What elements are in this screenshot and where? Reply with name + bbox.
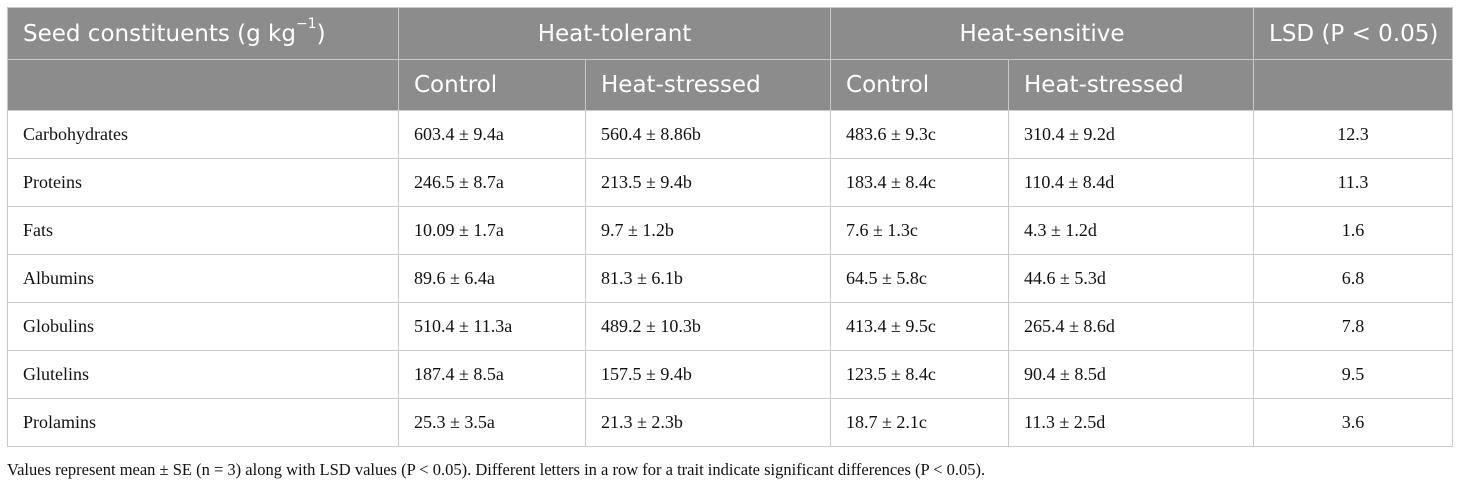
row-label-exponent: −1 (295, 15, 317, 32)
value-cell: 310.4 ± 9.2d (1008, 110, 1255, 159)
value-cell: 64.5 ± 5.8c (830, 254, 1010, 303)
lsd-header: LSD (P < 0.05) (1253, 7, 1454, 60)
value-cell: 4.3 ± 1.2d (1008, 206, 1255, 255)
value-cell: 213.5 ± 9.4b (584, 158, 832, 207)
table-row: Albumins 89.6 ± 6.4a 81.3 ± 6.1b 64.5 ± … (7, 254, 1454, 303)
lsd-header-blank (1253, 59, 1454, 111)
group-header-heat-tolerant: Heat-tolerant (397, 7, 832, 60)
table-row: Carbohydrates 603.4 ± 9.4a 560.4 ± 8.86b… (7, 110, 1454, 159)
value-cell: 413.4 ± 9.5c (830, 302, 1010, 351)
seed-constituents-table: Seed constituents (g kg−1) Heat-tolerant… (7, 7, 1454, 447)
value-cell: 483.6 ± 9.3c (830, 110, 1010, 159)
value-cell: 123.5 ± 8.4c (830, 350, 1010, 399)
row-label-tail: ) (316, 20, 326, 47)
constituent-name: Proteins (7, 158, 399, 207)
table-footnote: Values represent mean ± SE (n = 3) along… (7, 460, 986, 479)
value-cell: 10.09 ± 1.7a (398, 206, 586, 255)
value-cell: 90.4 ± 8.5d (1008, 350, 1255, 399)
value-cell: 187.4 ± 8.5a (398, 350, 586, 399)
value-cell: 560.4 ± 8.86b (584, 110, 832, 159)
value-cell: 44.6 ± 5.3d (1008, 254, 1255, 303)
row-label-text: Seed constituents (g kg (23, 20, 296, 47)
value-cell: 25.3 ± 3.5a (398, 398, 586, 447)
value-cell: 18.7 ± 2.1c (830, 398, 1010, 447)
subheader-stressed-sensitive: Heat-stressed (1008, 59, 1255, 111)
row-label-header-blank (7, 59, 399, 111)
constituent-name: Prolamins (7, 398, 399, 447)
row-label-header: Seed constituents (g kg−1) (7, 7, 399, 60)
value-cell: 89.6 ± 6.4a (398, 254, 586, 303)
lsd-cell: 1.6 (1253, 206, 1454, 255)
subheader-stressed-tolerant: Heat-stressed (584, 59, 832, 111)
group-header-heat-sensitive: Heat-sensitive (830, 7, 1255, 60)
table-row: Glutelins 187.4 ± 8.5a 157.5 ± 9.4b 123.… (7, 350, 1454, 399)
value-cell: 183.4 ± 8.4c (830, 158, 1010, 207)
lsd-cell: 9.5 (1253, 350, 1454, 399)
table-header: Seed constituents (g kg−1) Heat-tolerant… (7, 7, 1454, 111)
data-table-container: Seed constituents (g kg−1) Heat-tolerant… (7, 7, 1454, 447)
lsd-cell: 12.3 (1253, 110, 1454, 159)
value-cell: 110.4 ± 8.4d (1008, 158, 1255, 207)
constituent-name: Carbohydrates (7, 110, 399, 159)
lsd-cell: 6.8 (1253, 254, 1454, 303)
constituent-name: Glutelins (7, 350, 399, 399)
value-cell: 246.5 ± 8.7a (398, 158, 586, 207)
constituent-name: Globulins (7, 302, 399, 351)
value-cell: 489.2 ± 10.3b (584, 302, 832, 351)
subheader-control-sensitive: Control (830, 59, 1010, 111)
value-cell: 81.3 ± 6.1b (584, 254, 832, 303)
value-cell: 21.3 ± 2.3b (584, 398, 832, 447)
value-cell: 7.6 ± 1.3c (830, 206, 1010, 255)
table-row: Prolamins 25.3 ± 3.5a 21.3 ± 2.3b 18.7 ±… (7, 398, 1454, 447)
lsd-cell: 11.3 (1253, 158, 1454, 207)
lsd-cell: 7.8 (1253, 302, 1454, 351)
value-cell: 510.4 ± 11.3a (398, 302, 586, 351)
table-body: Carbohydrates 603.4 ± 9.4a 560.4 ± 8.86b… (7, 110, 1454, 447)
subheader-control-tolerant: Control (398, 59, 586, 111)
value-cell: 11.3 ± 2.5d (1008, 398, 1255, 447)
constituent-name: Fats (7, 206, 399, 255)
value-cell: 157.5 ± 9.4b (584, 350, 832, 399)
table-row: Proteins 246.5 ± 8.7a 213.5 ± 9.4b 183.4… (7, 158, 1454, 207)
table-row: Globulins 510.4 ± 11.3a 489.2 ± 10.3b 41… (7, 302, 1454, 351)
lsd-cell: 3.6 (1253, 398, 1454, 447)
constituent-name: Albumins (7, 254, 399, 303)
value-cell: 265.4 ± 8.6d (1008, 302, 1255, 351)
table-row: Fats 10.09 ± 1.7a 9.7 ± 1.2b 7.6 ± 1.3c … (7, 206, 1454, 255)
value-cell: 9.7 ± 1.2b (584, 206, 832, 255)
value-cell: 603.4 ± 9.4a (398, 110, 586, 159)
